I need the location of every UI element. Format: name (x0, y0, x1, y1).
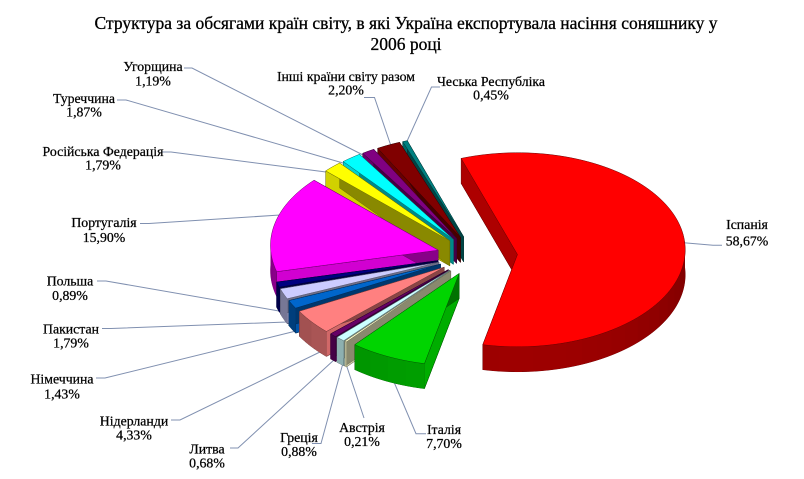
svg-text:Литва: Литва (189, 442, 224, 457)
svg-text:Італія: Італія (427, 422, 462, 437)
svg-text:1,43%: 1,43% (44, 387, 80, 402)
svg-text:0,88%: 0,88% (281, 444, 317, 459)
svg-text:Австрія: Австрія (339, 420, 385, 435)
svg-text:Іспанія: Іспанія (726, 217, 768, 232)
svg-text:Структура за обсягами країн св: Структура за обсягами країн світу, в які… (95, 13, 718, 33)
svg-text:1,79%: 1,79% (85, 158, 121, 173)
svg-text:0,45%: 0,45% (473, 88, 509, 103)
svg-text:2,20%: 2,20% (328, 83, 364, 98)
svg-text:0,89%: 0,89% (52, 288, 88, 303)
svg-text:Пакистан: Пакистан (43, 322, 100, 337)
svg-text:2006 році: 2006 році (370, 34, 441, 54)
svg-text:Нідерланди: Нідерланди (100, 414, 169, 429)
svg-text:Інші країни світу разом: Інші країни світу разом (277, 69, 415, 84)
svg-text:Греція: Греція (280, 430, 318, 445)
svg-text:1,87%: 1,87% (66, 105, 102, 120)
svg-text:58,67%: 58,67% (726, 234, 769, 249)
svg-text:Польша: Польша (47, 274, 94, 289)
svg-text:4,33%: 4,33% (116, 428, 152, 443)
svg-text:15,90%: 15,90% (83, 230, 126, 245)
svg-text:0,68%: 0,68% (189, 456, 225, 471)
svg-text:Російська Федерація: Російська Федерація (43, 144, 165, 159)
svg-text:7,70%: 7,70% (426, 436, 462, 451)
svg-text:Угорщина: Угорщина (123, 59, 182, 74)
svg-text:1,79%: 1,79% (53, 336, 89, 351)
svg-text:Німеччина: Німеччина (30, 372, 93, 387)
svg-text:Чеська Республіка: Чеська Республіка (437, 74, 545, 89)
svg-text:0,21%: 0,21% (344, 434, 380, 449)
svg-text:1,19%: 1,19% (135, 74, 171, 89)
svg-text:Португалія: Португалія (71, 215, 137, 230)
svg-text:Туреччина: Туреччина (53, 91, 115, 106)
